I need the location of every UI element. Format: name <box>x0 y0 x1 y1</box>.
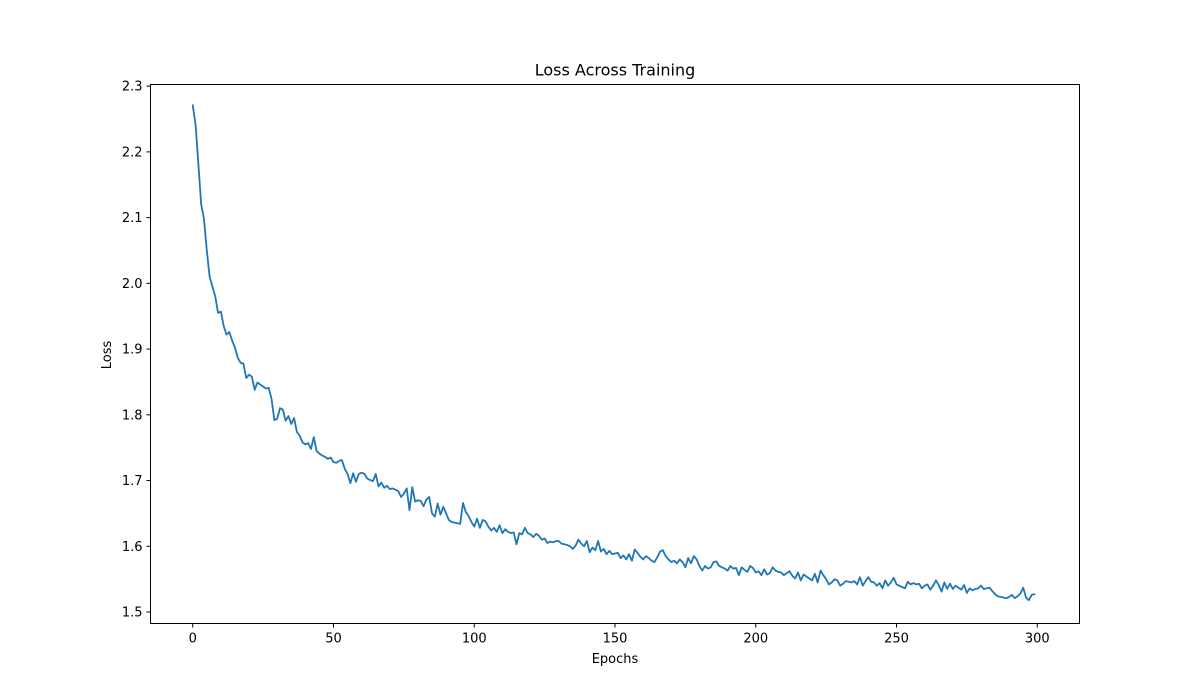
x-tick-label: 300 <box>1025 632 1050 647</box>
y-tick-label: 1.6 <box>122 540 143 555</box>
x-tick-label: 200 <box>743 632 768 647</box>
y-tick-label: 1.9 <box>122 343 143 358</box>
x-tick-label: 50 <box>325 632 342 647</box>
y-tick-label: 2.1 <box>122 211 143 226</box>
x-tick-label: 250 <box>884 632 909 647</box>
y-tick-label: 1.7 <box>122 474 143 489</box>
loss-series-line <box>191 104 1036 602</box>
x-tick-label: 100 <box>462 632 487 647</box>
y-tick-label: 1.5 <box>122 605 143 620</box>
y-tick-label: 2.3 <box>122 80 143 95</box>
y-axis-label: Loss <box>100 341 115 370</box>
x-axis-label: Epochs <box>592 652 639 667</box>
x-axis-ticks: 0 50 100 150 200 250 300 <box>189 623 1050 647</box>
y-tick-label: 1.8 <box>122 408 143 423</box>
y-tick-label: 2.2 <box>122 145 143 160</box>
x-tick-label: 150 <box>603 632 628 647</box>
plot-frame <box>150 84 1080 624</box>
chart-title: Loss Across Training <box>535 61 696 80</box>
y-axis-ticks: 1.5 1.6 1.7 1.8 1.9 2.0 2.1 2.2 2.3 <box>122 80 151 620</box>
y-tick-label: 2.0 <box>122 277 143 292</box>
x-tick-label: 0 <box>189 632 197 647</box>
